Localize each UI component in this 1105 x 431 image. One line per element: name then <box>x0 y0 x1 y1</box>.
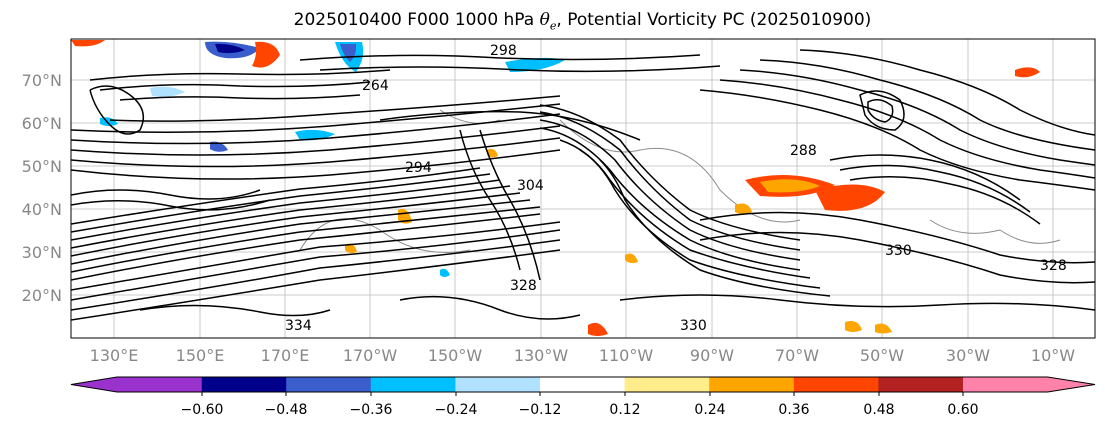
colorbar-segment <box>540 377 626 392</box>
lon-label: 150°W <box>428 346 483 365</box>
colorbar-tick: −0.36 <box>350 402 393 418</box>
colorbar-tick: −0.24 <box>435 402 478 418</box>
colorbar-segment <box>370 377 456 392</box>
colorbar-segment <box>455 377 541 392</box>
contour-label: 328 <box>1040 258 1067 274</box>
lon-label: 50°W <box>860 346 904 365</box>
colorbar-segment <box>793 377 879 392</box>
lon-label: 170°E <box>261 346 310 365</box>
lon-label: 170°W <box>343 346 398 365</box>
contour-label: 294 <box>405 160 432 176</box>
lon-label: 110°W <box>599 346 654 365</box>
lat-label: 60°N <box>22 114 62 133</box>
lat-label: 50°N <box>22 157 62 176</box>
colorbar-tick: −0.12 <box>519 402 562 418</box>
lat-label: 20°N <box>22 286 62 305</box>
colorbar: −0.60 −0.48 −0.36 −0.24 −0.12 0.12 0.24 … <box>70 376 1096 418</box>
contour-label: 264 <box>362 78 389 94</box>
contour-label: 288 <box>790 143 817 159</box>
contour-label: 304 <box>517 178 544 194</box>
lon-label: 90°W <box>690 346 734 365</box>
longitude-axis: 130°E 150°E 170°E 170°W 150°W 130°W 110°… <box>90 346 1076 365</box>
colorbar-ticks: −0.60 −0.48 −0.36 −0.24 −0.12 0.12 0.24 … <box>181 392 979 418</box>
theta-e-contours <box>71 49 1095 321</box>
colorbar-segment <box>709 377 795 392</box>
lon-label: 130°W <box>514 346 569 365</box>
colorbar-outline <box>70 376 1096 393</box>
lon-label: 70°W <box>775 346 819 365</box>
lon-label: 30°W <box>946 346 990 365</box>
lon-label: 150°E <box>176 346 225 365</box>
lat-label: 70°N <box>22 71 62 90</box>
lon-label: 10°W <box>1031 346 1075 365</box>
plot-frame <box>70 38 1096 339</box>
colorbar-segment <box>963 377 1095 392</box>
pv-negative-fill <box>100 41 565 277</box>
contour-label: 330 <box>885 243 912 259</box>
contour-labels: 264 298 294 304 288 328 330 334 328 330 <box>285 43 1067 334</box>
colorbar-segment <box>624 377 710 392</box>
pv-positive-fill <box>71 40 1040 336</box>
colorbar-tick: −0.60 <box>181 402 224 418</box>
contour-label: 334 <box>285 318 312 334</box>
lat-label: 40°N <box>22 200 62 219</box>
colorbar-tick: −0.48 <box>265 402 308 418</box>
colorbar-tick: 0.12 <box>609 402 640 418</box>
colorbar-segment <box>201 377 287 392</box>
lat-label: 30°N <box>22 243 62 262</box>
latitude-axis: 70°N 60°N 50°N 40°N 30°N 20°N <box>22 71 62 305</box>
colorbar-tick: 0.36 <box>778 402 809 418</box>
contour-label: 330 <box>680 318 707 334</box>
map-title: 2025010400 F000 1000 hPa θe, Potential V… <box>293 10 872 33</box>
colorbar-segment <box>878 377 964 392</box>
plot-area: 264 298 294 304 288 328 330 334 328 330 <box>71 39 1095 338</box>
colorbar-tick: 0.60 <box>947 402 978 418</box>
contour-label: 298 <box>490 43 517 59</box>
colorbar-segment <box>71 377 202 392</box>
colorbar-segment <box>286 377 372 392</box>
lon-label: 130°E <box>90 346 139 365</box>
colorbar-tick: 0.24 <box>694 402 725 418</box>
contour-label: 328 <box>510 278 537 294</box>
colorbar-tick: 0.48 <box>863 402 894 418</box>
